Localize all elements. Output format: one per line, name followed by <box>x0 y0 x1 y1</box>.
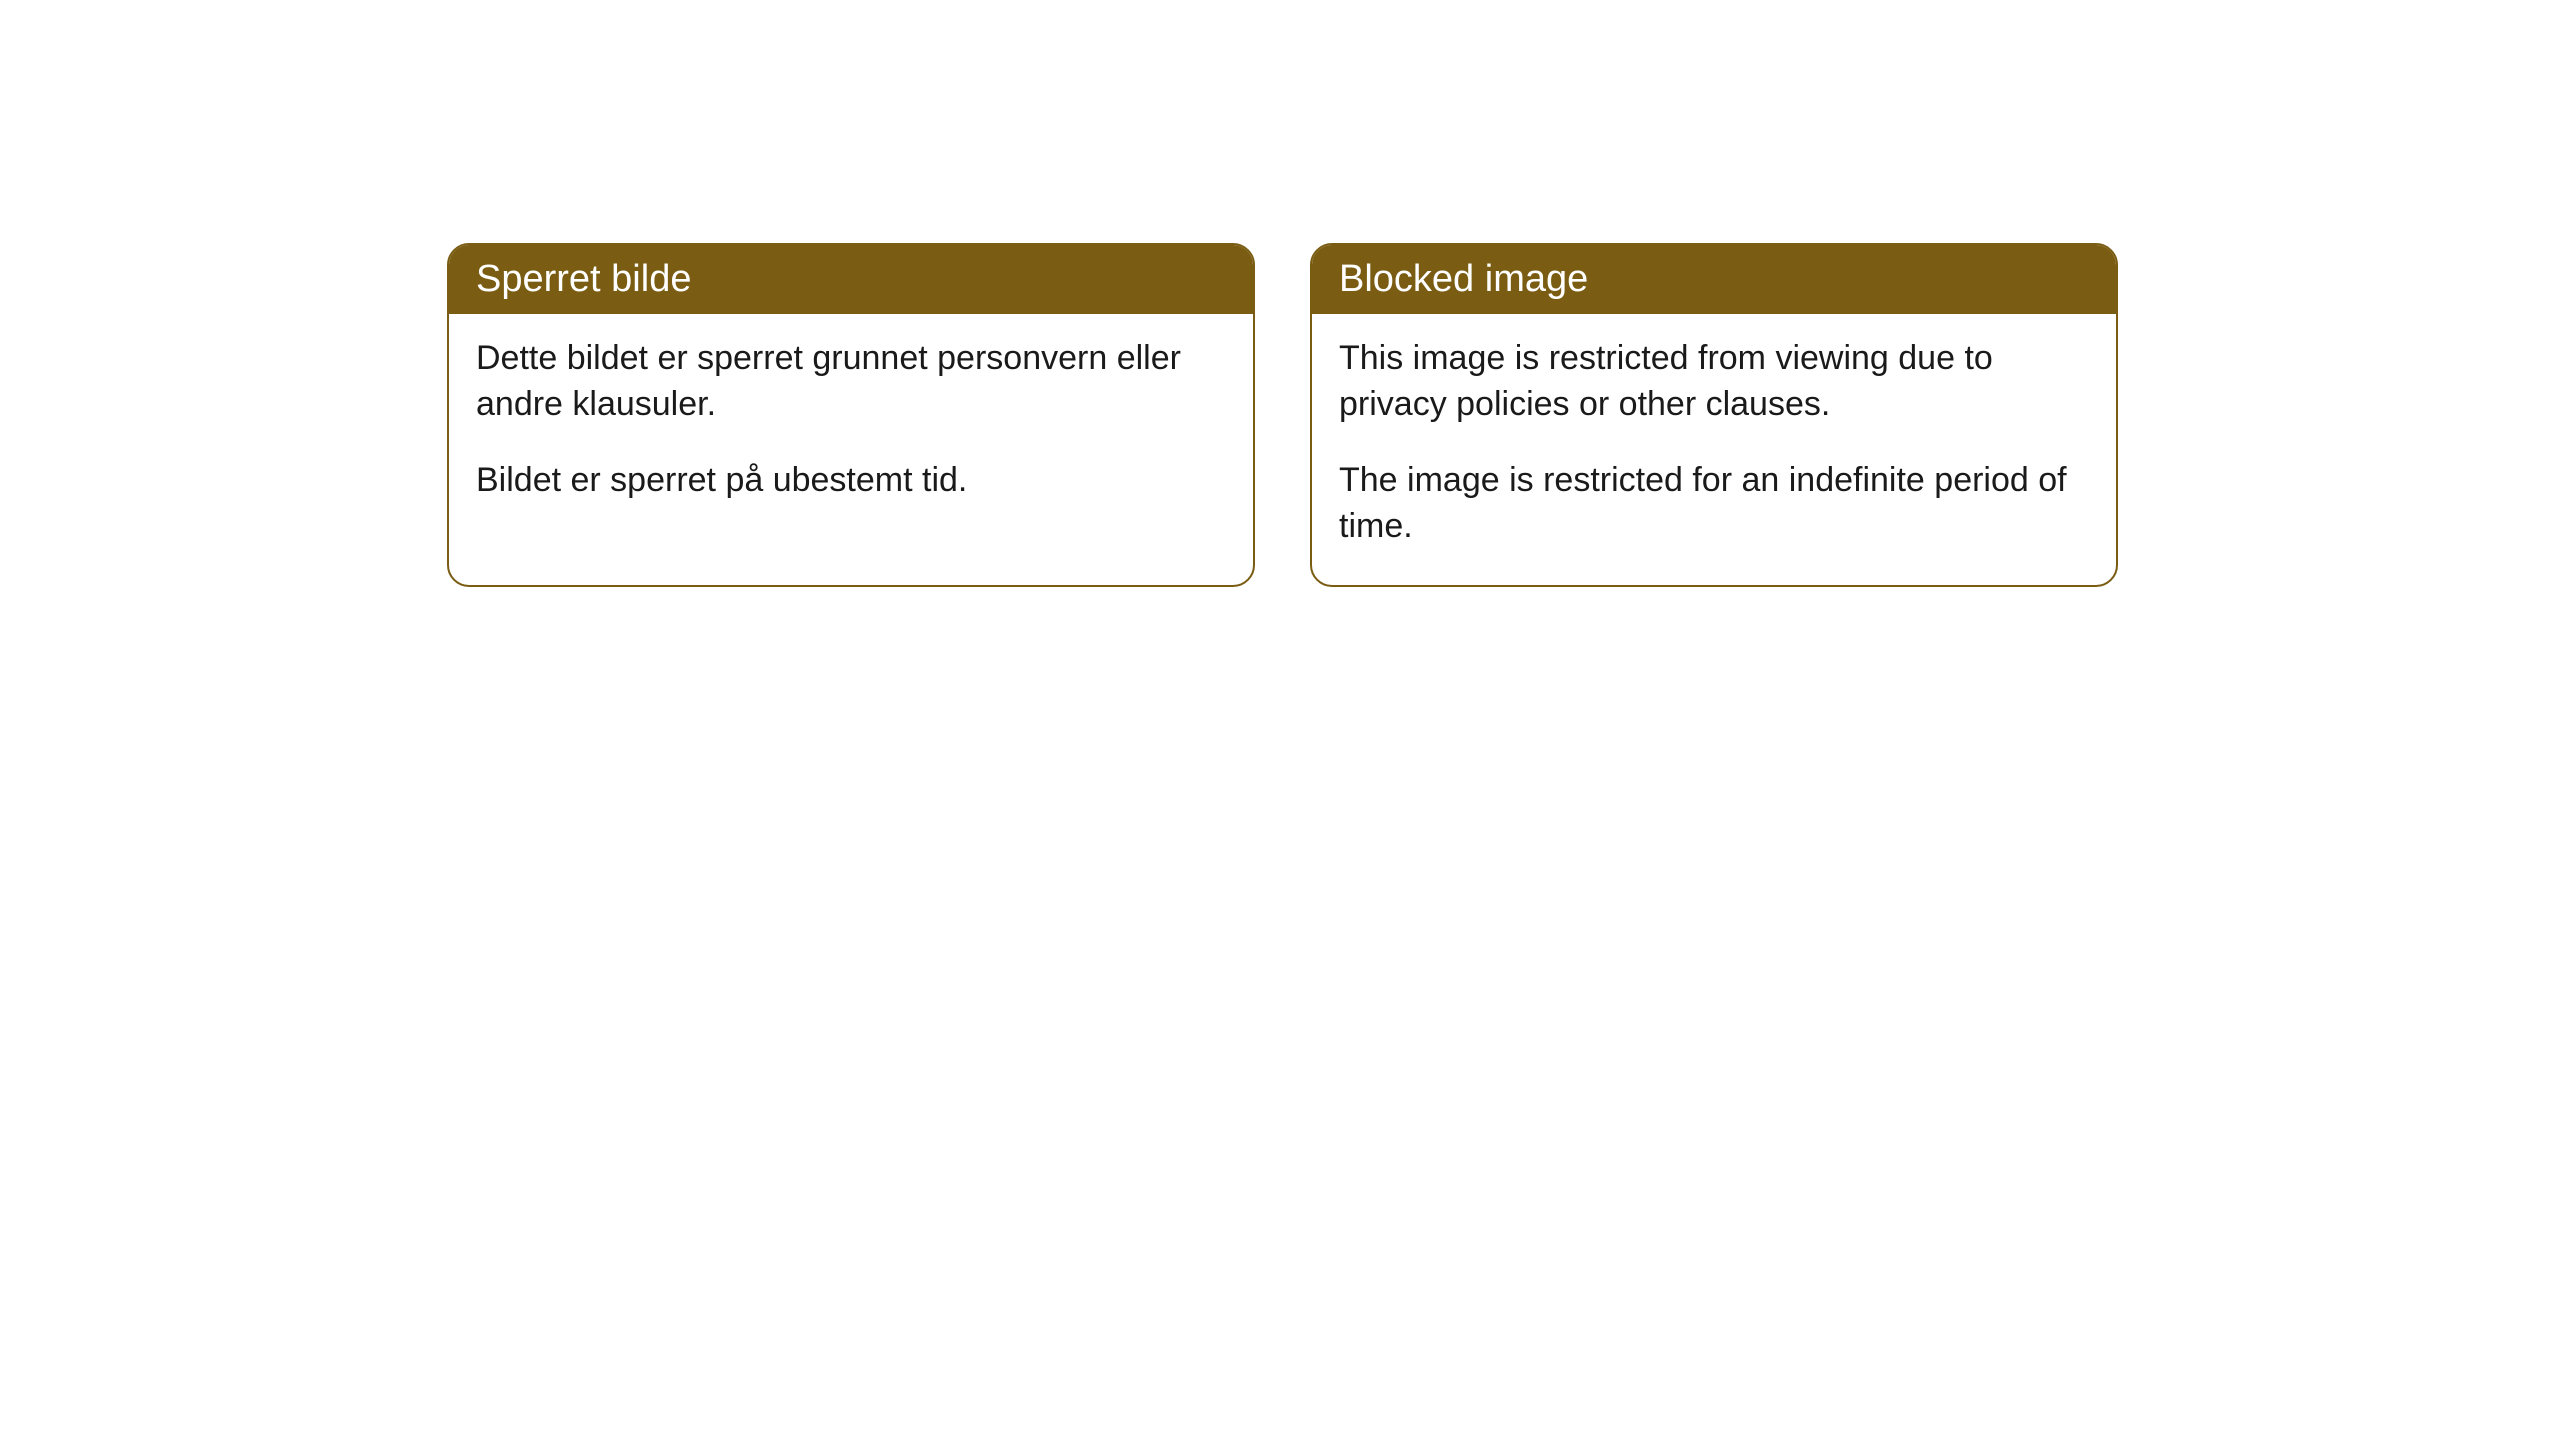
card-paragraph: The image is restricted for an indefinit… <box>1339 458 2089 550</box>
card-body: This image is restricted from viewing du… <box>1312 314 2116 585</box>
notice-card-norwegian: Sperret bilde Dette bildet er sperret gr… <box>447 243 1255 587</box>
card-header: Sperret bilde <box>449 245 1253 314</box>
card-paragraph: Dette bildet er sperret grunnet personve… <box>476 336 1226 428</box>
card-header: Blocked image <box>1312 245 2116 314</box>
notice-container: Sperret bilde Dette bildet er sperret gr… <box>447 243 2118 587</box>
card-title: Sperret bilde <box>476 258 691 300</box>
notice-card-english: Blocked image This image is restricted f… <box>1310 243 2118 587</box>
card-title: Blocked image <box>1339 258 1588 300</box>
card-paragraph: Bildet er sperret på ubestemt tid. <box>476 458 1226 504</box>
card-paragraph: This image is restricted from viewing du… <box>1339 336 2089 428</box>
card-body: Dette bildet er sperret grunnet personve… <box>449 314 1253 539</box>
